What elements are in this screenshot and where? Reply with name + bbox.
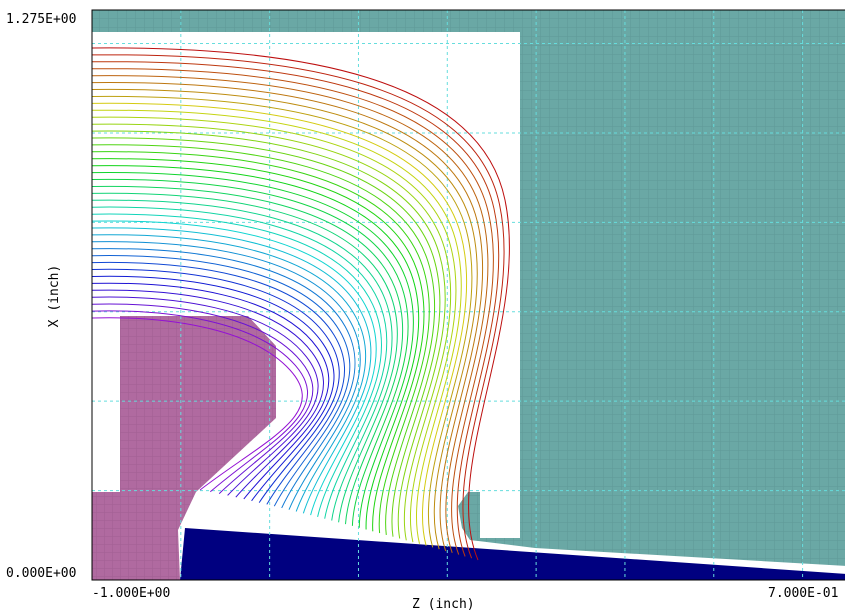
equipotential-line (92, 199, 393, 521)
equipotential-line (92, 116, 457, 543)
equipotential-line (92, 268, 340, 503)
equipotential-line (92, 178, 409, 526)
equipotential-line (92, 317, 303, 491)
equipotential-line (92, 171, 414, 528)
equipotential-line (92, 206, 388, 519)
equipotential-line (92, 102, 468, 546)
equipotential-line (92, 75, 489, 553)
equipotential-line (92, 137, 441, 537)
equipotential-line (92, 192, 398, 523)
equipotential-line (92, 248, 356, 509)
y-axis-label: X (inch) (47, 265, 62, 328)
equipotential-line (92, 130, 446, 539)
equipotential-line (92, 289, 324, 498)
equipotential-line (92, 165, 420, 530)
electrode-right (92, 10, 845, 566)
x-axis-label: Z (inch) (412, 597, 475, 612)
equipotential-line (92, 255, 351, 507)
equipotential-line (92, 234, 367, 512)
equipotential-line (92, 95, 473, 548)
equipotential-line (92, 296, 319, 496)
equipotential-line (92, 151, 430, 534)
y-max-tick-label: 1.275E+00 (6, 12, 76, 27)
equipotential-line (92, 220, 377, 516)
equipotential-line (92, 227, 372, 514)
equipotential-line (92, 88, 478, 550)
plot-frame (91, 9, 845, 581)
equipotential-line (92, 123, 452, 541)
x-min-tick-label: -1.000E+00 (92, 586, 170, 601)
equipotential-line (92, 61, 500, 557)
equipotential-line (92, 310, 309, 493)
x-max-tick-label: 7.000E-01 (768, 586, 838, 601)
equipotential-line (92, 213, 383, 518)
equipotential-line (92, 275, 335, 502)
y-min-tick-label: 0.000E+00 (6, 566, 76, 581)
electrode-left-upper (120, 316, 276, 492)
equipotential-line (92, 144, 436, 535)
equipotential-line (92, 241, 361, 510)
equipotential-line (92, 282, 330, 500)
equipotential-line (92, 261, 346, 505)
equipotential-line (92, 68, 494, 555)
equipotential-line (92, 185, 404, 525)
equipotential-line (92, 158, 425, 532)
equipotential-lines (92, 47, 510, 561)
equipotential-line (92, 109, 462, 544)
electrode-left-lower (92, 492, 196, 580)
equipotential-line (92, 47, 510, 561)
equipotential-line (92, 82, 484, 552)
insulator-bottom (180, 528, 845, 580)
equipotential-line (92, 303, 314, 494)
equipotential-line (92, 54, 505, 559)
